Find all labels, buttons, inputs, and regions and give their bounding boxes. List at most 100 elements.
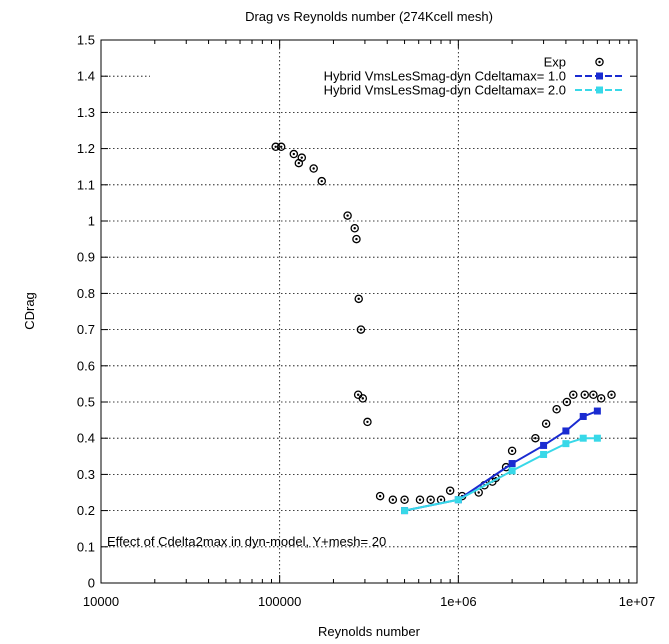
data-point-core (378, 494, 382, 498)
data-point (271, 142, 280, 152)
legend-label-0: Exp (544, 55, 566, 70)
chart-title: Drag vs Reynolds number (274Kcell mesh) (245, 9, 493, 24)
data-point-core (592, 393, 595, 396)
y-tick-label: 1.2 (77, 141, 95, 156)
y-tick-label: 0.8 (77, 286, 95, 301)
data-point (507, 446, 517, 456)
data-point (445, 486, 455, 495)
data-point-core (366, 420, 369, 424)
data-point-core (510, 449, 514, 453)
data-point (415, 495, 425, 504)
data-point-core (439, 498, 443, 501)
data-point-core (418, 498, 422, 501)
data-point-core (355, 237, 358, 241)
plot-frame (100, 39, 638, 584)
y-axis-label: CDrag (22, 292, 37, 330)
data-point (580, 390, 590, 400)
data-point (426, 495, 435, 504)
legend-marker-1 (596, 72, 603, 80)
data-point-core (361, 397, 365, 400)
y-tick-label: 1.3 (77, 105, 95, 120)
data-point-core (280, 145, 283, 148)
data-point (388, 495, 398, 504)
data-point-core (429, 498, 432, 501)
data-point-core (300, 156, 303, 159)
y-tick-label: 0.6 (77, 358, 95, 373)
data-point (358, 394, 368, 403)
data-point-core (610, 393, 613, 396)
data-point-core (274, 145, 277, 148)
data-point (356, 325, 366, 334)
data-point (375, 491, 385, 501)
y-tick-label: 0.1 (77, 539, 95, 554)
axis-ticks (100, 39, 638, 584)
series-line-1 (404, 410, 598, 512)
data-point (552, 404, 561, 414)
data-point-square (579, 412, 587, 420)
y-tick-label: 0.5 (77, 395, 95, 410)
y-tick-label: 0.3 (77, 467, 95, 482)
data-point-core (572, 393, 575, 396)
grid-lines (101, 40, 637, 583)
data-point (501, 462, 511, 472)
data-point (289, 149, 299, 159)
tick-labels: 0 0.1 0.2 0.3 0.4 0.5 0.6 0.7 0.8 0.9 1 1.1 1.2 1.3 1.… (77, 33, 655, 610)
data-point-core (391, 498, 395, 501)
data-point-core (583, 393, 586, 396)
legend-marker-0-core (598, 60, 601, 64)
data-point-square (540, 441, 548, 449)
x-tick-label: 10000 (83, 594, 119, 609)
data-point-square (593, 434, 601, 442)
data-point-core (544, 422, 548, 425)
data-point (276, 142, 286, 152)
series-1 (401, 407, 601, 515)
y-tick-label: 0.2 (77, 503, 95, 518)
data-point-core (292, 152, 296, 156)
x-tick-label: 1e+06 (440, 594, 477, 609)
data-point (317, 176, 326, 186)
data-point-core (448, 489, 452, 492)
data-point-core (599, 397, 603, 400)
y-tick-label: 1.4 (77, 69, 95, 84)
data-point-core (477, 491, 480, 494)
data-point-core (565, 400, 569, 404)
data-point (607, 390, 616, 400)
data-point-core (534, 437, 537, 440)
y-tick-label: 1.1 (77, 177, 95, 192)
data-point (309, 164, 318, 173)
data-point (541, 419, 551, 428)
data-point-square (579, 434, 587, 442)
y-tick-label: 0 (88, 576, 95, 591)
y-tick-label: 1.5 (77, 33, 95, 48)
data-point (343, 211, 352, 220)
data-point-square (562, 427, 570, 435)
data-point (589, 390, 598, 400)
annotation: Effect of Cdelta2max in dyn-model, Y+mes… (107, 534, 386, 549)
data-point (562, 397, 572, 407)
x-axis-label: Reynolds number (318, 624, 421, 639)
data-point-square (593, 407, 601, 415)
data-point-core (356, 393, 360, 396)
data-point (531, 433, 540, 443)
legend-label-1: Hybrid VmsLesSmag-dyn Cdeltamax= 1.0 (324, 69, 566, 84)
data-point-square (508, 460, 516, 468)
data-point (363, 417, 372, 427)
legend-marker-0 (595, 57, 604, 67)
data-point-square (454, 496, 462, 504)
data-point-core (555, 408, 558, 411)
legend-label-2: Hybrid VmsLesSmag-dyn Cdeltamax= 2.0 (324, 83, 566, 98)
y-tick-label: 0.4 (77, 431, 95, 446)
series-2 (401, 434, 601, 515)
data-point-square (401, 507, 409, 515)
data-point-core (403, 498, 406, 501)
data-point (569, 390, 578, 400)
series-0 (271, 142, 616, 504)
data-point (350, 223, 359, 233)
data-point (400, 495, 409, 504)
y-tick-label: 0.7 (77, 322, 95, 337)
data-point (354, 294, 363, 304)
data-point-square (540, 450, 548, 458)
data-point-core (357, 297, 360, 301)
data-point-core (359, 328, 363, 331)
